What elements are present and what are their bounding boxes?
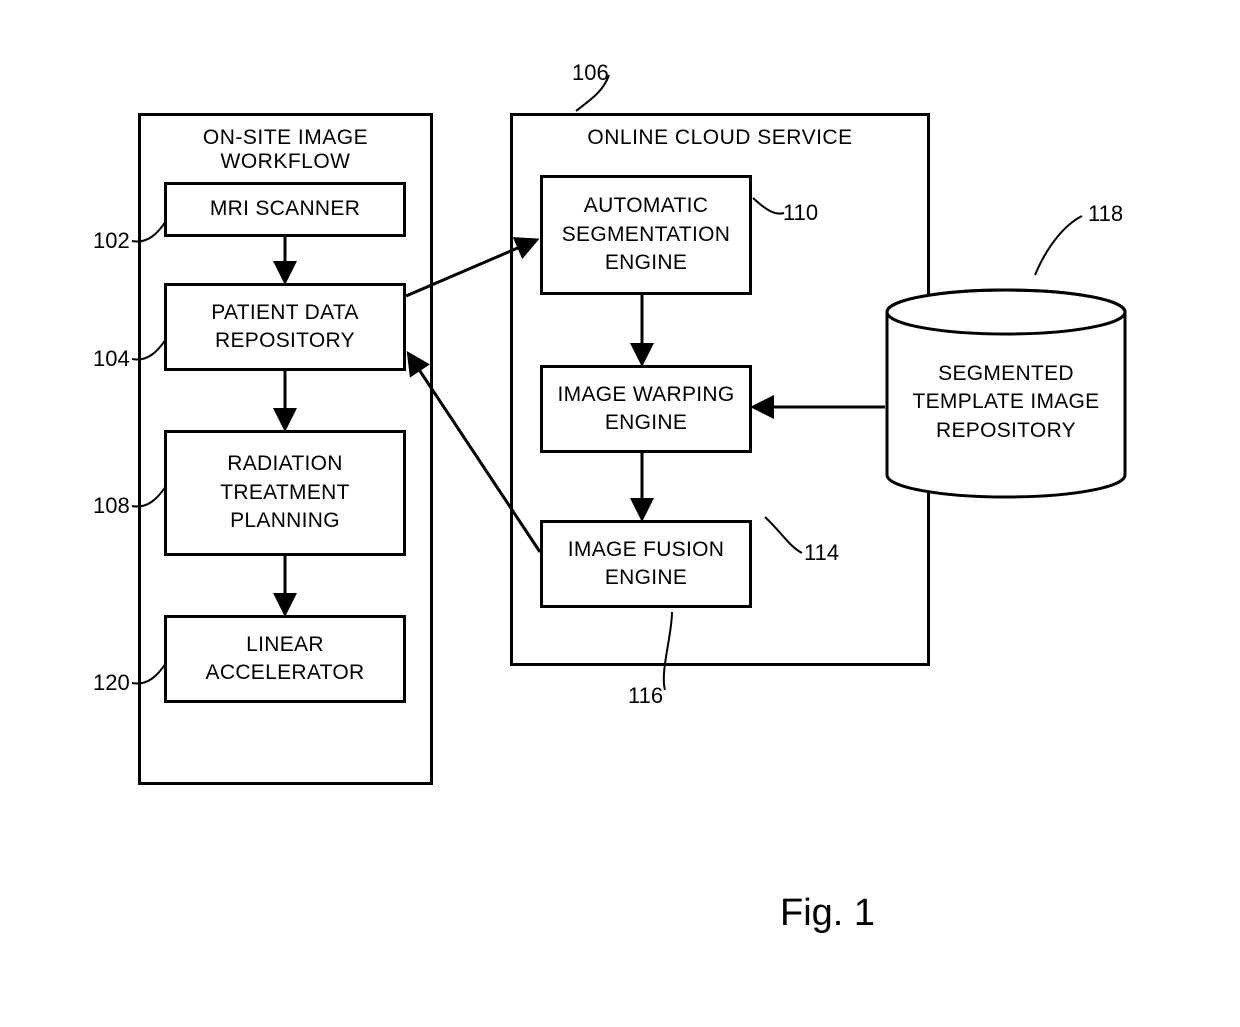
node-warping-text: IMAGE WARPINGENGINE [558,381,735,438]
node-mri-text: MRI SCANNER [210,195,360,223]
node-patient-text: PATIENT DATAREPOSITORY [211,299,359,356]
leader-118 [1035,216,1082,275]
node-segmented-template-repository: SEGMENTEDTEMPLATE IMAGEREPOSITORY [885,288,1127,499]
ref-118: 118 [1088,201,1123,227]
group-cloud-title: ONLINE CLOUD SERVICE [510,126,930,150]
ref-104: 104 [93,346,130,372]
ref-114: 114 [804,540,839,566]
ref-108: 108 [93,493,130,519]
node-linear-accelerator: LINEARACCELERATOR [164,615,406,703]
group-onsite-title: ON-SITE IMAGE WORKFLOW [138,126,433,174]
node-radiation-treatment-planning: RADIATIONTREATMENTPLANNING [164,430,406,556]
cylinder-text: SEGMENTEDTEMPLATE IMAGEREPOSITORY [885,360,1127,445]
ref-106: 106 [572,60,609,86]
diagram-canvas: ON-SITE IMAGE WORKFLOW ONLINE CLOUD SERV… [0,0,1240,1027]
ref-102: 102 [93,228,130,254]
ref-120: 120 [93,670,130,696]
node-automatic-segmentation-engine: AUTOMATICSEGMENTATIONENGINE [540,175,752,295]
node-mri-scanner: MRI SCANNER [164,182,406,237]
node-fusion-text: IMAGE FUSIONENGINE [568,536,724,593]
node-patient-data-repository: PATIENT DATAREPOSITORY [164,283,406,371]
node-image-fusion-engine: IMAGE FUSIONENGINE [540,520,752,608]
node-linear-text: LINEARACCELERATOR [206,631,365,688]
ref-116: 116 [628,683,663,709]
node-radiation-text: RADIATIONTREATMENTPLANNING [220,450,349,535]
ref-110: 110 [783,200,818,226]
node-image-warping-engine: IMAGE WARPINGENGINE [540,365,752,453]
figure-label: Fig. 1 [780,892,875,935]
node-segmentation-text: AUTOMATICSEGMENTATIONENGINE [562,192,731,277]
